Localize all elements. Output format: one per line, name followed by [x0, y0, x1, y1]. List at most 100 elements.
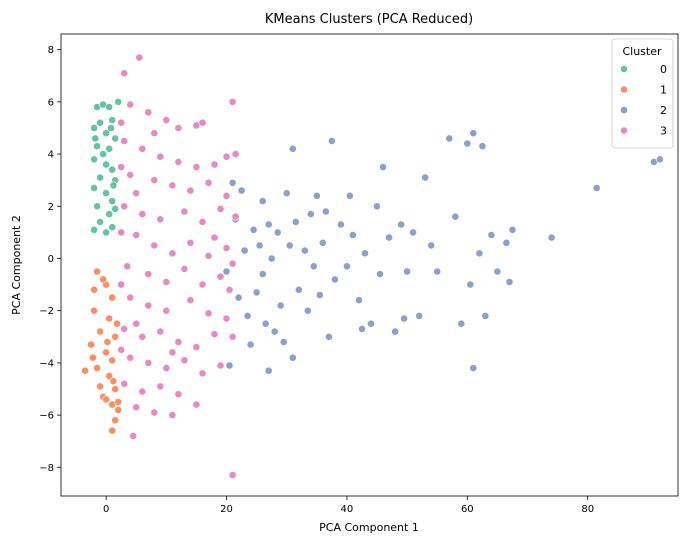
cluster-2-point — [508, 225, 517, 234]
chart-title: KMeans Clusters (PCA Reduced) — [265, 12, 473, 27]
cluster-1-point — [111, 416, 120, 425]
cluster-2-point — [403, 267, 411, 276]
cluster-1-point — [96, 382, 104, 391]
cluster-1-point — [102, 348, 110, 357]
cluster-3-point — [132, 189, 141, 198]
cluster-2-point — [234, 293, 243, 302]
plot-area — [60, 33, 679, 497]
cluster-2-point — [321, 207, 330, 216]
cluster-2-point — [475, 249, 484, 258]
x-tick-label: 80 — [581, 504, 594, 515]
cluster-3-point — [174, 390, 183, 399]
cluster-2-point — [261, 319, 270, 328]
cluster-3-point — [126, 353, 135, 362]
x-tick-label: 20 — [220, 504, 233, 515]
y-tick-label: 0 — [48, 254, 54, 265]
legend-box — [611, 38, 674, 149]
cluster-2-point — [358, 324, 366, 333]
x-tick-label: 40 — [341, 504, 354, 515]
cluster-3-point — [156, 152, 165, 161]
x-tick-label: 60 — [461, 504, 474, 515]
cluster-3-point — [117, 345, 126, 354]
cluster-1-point — [87, 340, 95, 349]
cluster-2-point — [252, 288, 261, 297]
cluster-1-point — [90, 285, 98, 294]
cluster-2-point — [303, 306, 312, 315]
cluster-2-point — [457, 319, 466, 328]
cluster-3-point — [138, 332, 147, 341]
cluster-2-point — [427, 241, 436, 250]
cluster-2-point — [409, 228, 417, 237]
cluster-3-point — [120, 379, 129, 388]
cluster-3-point — [192, 400, 201, 409]
cluster-3-point — [168, 411, 177, 419]
cluster-2-point — [345, 191, 354, 200]
cluster-1-point — [105, 371, 114, 380]
cluster-0-point — [99, 150, 107, 158]
cluster-1-point — [93, 364, 101, 372]
cluster-2-point — [318, 238, 327, 247]
cluster-3-point — [168, 249, 177, 258]
cluster-0-point — [90, 184, 98, 192]
cluster-3-point — [168, 181, 177, 190]
cluster-2-point — [315, 291, 324, 299]
cluster-3-point — [138, 210, 147, 218]
cluster-2-point — [415, 311, 424, 320]
cluster-0-point — [90, 124, 98, 132]
cluster-2-point — [397, 220, 405, 229]
cluster-3-point — [129, 432, 138, 440]
cluster-3-point — [228, 259, 237, 268]
y-tick-label: −4 — [39, 358, 54, 369]
legend-label-1: 1 — [660, 84, 667, 97]
cluster-2-point — [327, 137, 336, 145]
cluster-3-point — [168, 348, 177, 357]
cluster-3-point — [180, 207, 189, 216]
cluster-3-point — [228, 98, 237, 106]
cluster-3-point — [222, 244, 231, 252]
cluster-3-point — [222, 314, 231, 323]
x-tick-label: 0 — [103, 504, 109, 515]
cluster-3-point — [216, 204, 225, 213]
cluster-2-point — [228, 178, 237, 187]
cluster-3-point — [120, 324, 129, 333]
cluster-2-point — [240, 246, 249, 255]
points-layer — [81, 53, 664, 479]
cluster-3-point — [144, 301, 153, 310]
cluster-1-point — [105, 314, 114, 323]
cluster-2-point — [300, 246, 309, 255]
cluster-2-point — [400, 314, 408, 323]
cluster-2-point — [246, 340, 255, 349]
cluster-0-point — [93, 202, 101, 211]
cluster-0-point — [90, 225, 98, 234]
cluster-3-point — [117, 280, 126, 289]
cluster-3-point — [186, 186, 195, 195]
cluster-2-point — [324, 332, 333, 341]
y-tick-label: −2 — [39, 306, 54, 317]
cluster-2-point — [348, 231, 357, 239]
cluster-2-point — [288, 353, 297, 362]
cluster-0-point — [108, 116, 117, 124]
cluster-3-point — [156, 382, 165, 391]
cluster-2-point — [367, 319, 375, 328]
cluster-3-point — [228, 471, 237, 479]
cluster-3-point — [126, 293, 135, 302]
cluster-3-point — [117, 118, 126, 127]
cluster-3-point — [192, 163, 201, 171]
cluster-1-point — [102, 395, 110, 404]
cluster-2-point — [391, 327, 399, 336]
cluster-3-point — [144, 270, 153, 278]
cluster-2-point — [478, 142, 487, 151]
cluster-3-point — [120, 137, 129, 145]
legend-marker-2 — [620, 106, 628, 114]
legend-title: Cluster — [622, 45, 662, 58]
cluster-3-point — [162, 364, 171, 372]
cluster-3-point — [162, 116, 171, 124]
cluster-1-point — [108, 356, 117, 365]
cluster-3-point — [186, 238, 195, 247]
cluster-2-point — [312, 191, 321, 200]
cluster-2-point — [445, 134, 454, 143]
cluster-1-point — [113, 319, 121, 328]
cluster-3-point — [150, 129, 159, 138]
cluster-2-point — [291, 217, 300, 226]
cluster-2-point — [592, 184, 601, 192]
